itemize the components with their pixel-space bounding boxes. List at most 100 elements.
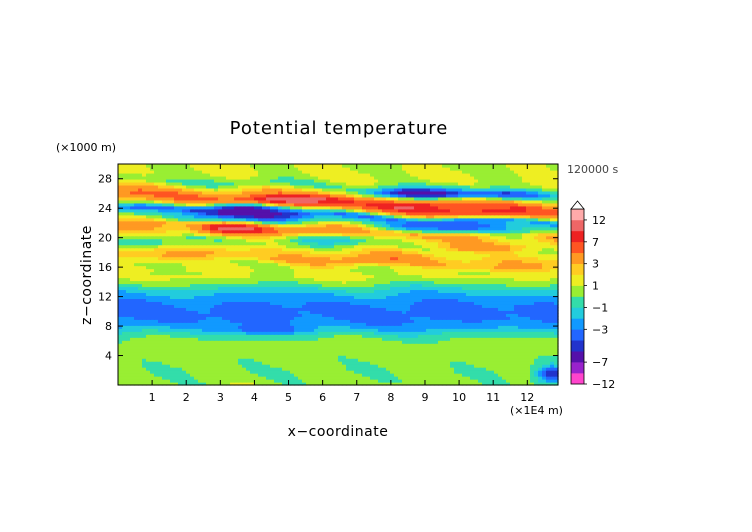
field-cell — [510, 310, 515, 314]
field-cell — [194, 331, 199, 335]
field-cell — [358, 373, 363, 377]
field-cell — [178, 361, 183, 365]
field-cell — [294, 304, 299, 308]
field-cell — [502, 280, 507, 285]
field-cell — [186, 340, 191, 344]
field-cell — [238, 298, 243, 302]
field-cell — [282, 331, 287, 335]
field-cell — [394, 376, 399, 380]
field-cell — [362, 334, 367, 338]
field-cell — [458, 355, 463, 359]
field-cell — [426, 349, 431, 353]
field-cell — [454, 349, 459, 353]
field-cell — [266, 277, 271, 282]
field-cell — [522, 256, 527, 261]
field-cell — [162, 277, 167, 282]
field-cell — [530, 376, 535, 380]
field-cell — [334, 259, 339, 264]
field-cell — [546, 289, 551, 294]
field-cell — [270, 373, 275, 377]
field-cell — [382, 313, 387, 317]
field-cell — [414, 283, 419, 288]
field-cell — [414, 358, 419, 362]
field-cell — [494, 358, 499, 362]
field-cell — [174, 364, 179, 368]
field-cell — [366, 334, 371, 338]
field-cell — [550, 316, 555, 320]
field-cell — [422, 367, 427, 371]
field-cell — [338, 346, 343, 350]
field-cell — [374, 292, 379, 297]
field-cell — [518, 322, 523, 326]
field-cell — [246, 256, 251, 261]
field-cell — [250, 274, 255, 279]
field-cell — [310, 325, 315, 329]
field-cell — [162, 376, 167, 380]
field-cell — [230, 325, 235, 329]
field-cell — [502, 328, 507, 332]
field-cell — [122, 322, 127, 326]
field-cell — [242, 307, 247, 311]
field-cell — [174, 310, 179, 314]
field-cell — [538, 364, 543, 368]
field-cell — [474, 307, 479, 311]
field-cell — [174, 349, 179, 353]
field-cell — [286, 358, 291, 362]
field-cell — [170, 271, 175, 276]
field-cell — [450, 268, 455, 273]
field-cell — [126, 349, 131, 353]
field-cell — [242, 253, 247, 258]
field-cell — [202, 331, 207, 335]
field-cell — [466, 322, 471, 326]
field-cell — [174, 307, 179, 311]
field-cell — [130, 364, 135, 368]
field-cell — [454, 328, 459, 332]
field-cell — [338, 295, 343, 299]
field-cell — [330, 334, 335, 338]
field-cell — [342, 265, 347, 270]
field-cell — [482, 250, 487, 255]
field-cell — [362, 271, 367, 276]
field-cell — [534, 376, 539, 380]
field-cell — [522, 337, 527, 341]
field-cell — [382, 334, 387, 338]
field-cell — [354, 337, 359, 341]
field-cell — [422, 319, 427, 323]
field-cell — [218, 337, 223, 341]
field-cell — [554, 334, 559, 338]
field-cell — [526, 373, 531, 377]
field-cell — [218, 304, 223, 308]
field-cell — [118, 289, 123, 294]
field-cell — [498, 382, 503, 386]
field-cell — [118, 379, 123, 383]
field-cell — [406, 346, 411, 350]
field-cell — [470, 316, 475, 320]
field-cell — [518, 286, 523, 291]
field-cell — [210, 361, 215, 365]
field-cell — [466, 262, 471, 267]
field-cell — [514, 250, 519, 255]
field-cell — [318, 367, 323, 371]
field-cell — [154, 322, 159, 326]
field-cell — [182, 313, 187, 317]
field-cell — [294, 346, 299, 350]
field-cell — [474, 250, 479, 255]
field-cell — [490, 307, 495, 311]
field-cell — [358, 349, 363, 353]
field-cell — [238, 256, 243, 261]
field-cell — [126, 268, 131, 273]
field-cell — [398, 337, 403, 341]
field-cell — [182, 277, 187, 282]
field-cell — [146, 259, 151, 264]
field-cell — [486, 304, 491, 308]
field-cell — [374, 355, 379, 359]
field-cell — [262, 364, 267, 368]
field-cell — [538, 253, 543, 258]
field-cell — [374, 283, 379, 288]
field-cell — [290, 325, 295, 329]
field-cell — [206, 373, 211, 377]
field-cell — [122, 328, 127, 332]
field-cell — [226, 289, 231, 294]
field-cell — [122, 298, 127, 302]
field-cell — [286, 304, 291, 308]
